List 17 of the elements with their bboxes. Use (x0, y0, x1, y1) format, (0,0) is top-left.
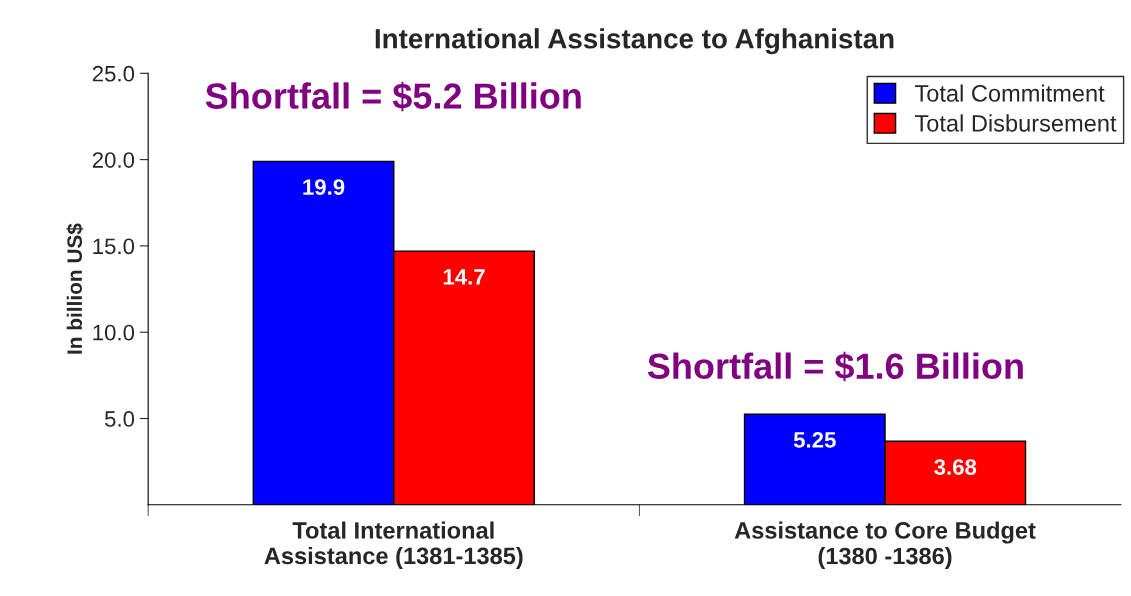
legend-label: Total Disbursement (914, 114, 1117, 132)
data-label: 14.7 (443, 269, 485, 285)
y-tick-label: 5.0 (104, 411, 135, 427)
data-label: 19.9 (303, 179, 345, 195)
y-tick-label: 15.0 (93, 238, 135, 255)
x-tick-label: Assistance to Core Budget (1380 -1386) (734, 521, 1036, 570)
y-tick-label: 25.0 (92, 65, 135, 82)
annotation: Shortfall = $1.6 Billion (647, 351, 1023, 382)
annotation: Shortfall = $5.2 Billion (205, 81, 581, 112)
data-label: 3.68 (934, 459, 977, 475)
y-tick-label: 20.0 (92, 152, 135, 168)
legend-label: Total Commitment (914, 84, 1105, 102)
y-axis-title: In billion US$ (66, 223, 84, 354)
y-tick-label: 10.0 (93, 324, 135, 341)
data-label: 5.25 (793, 432, 836, 448)
chart-title: International Assistance to Afghanistan (375, 28, 894, 55)
x-tick-label: Total International Assistance (1381-1385) (264, 521, 523, 569)
